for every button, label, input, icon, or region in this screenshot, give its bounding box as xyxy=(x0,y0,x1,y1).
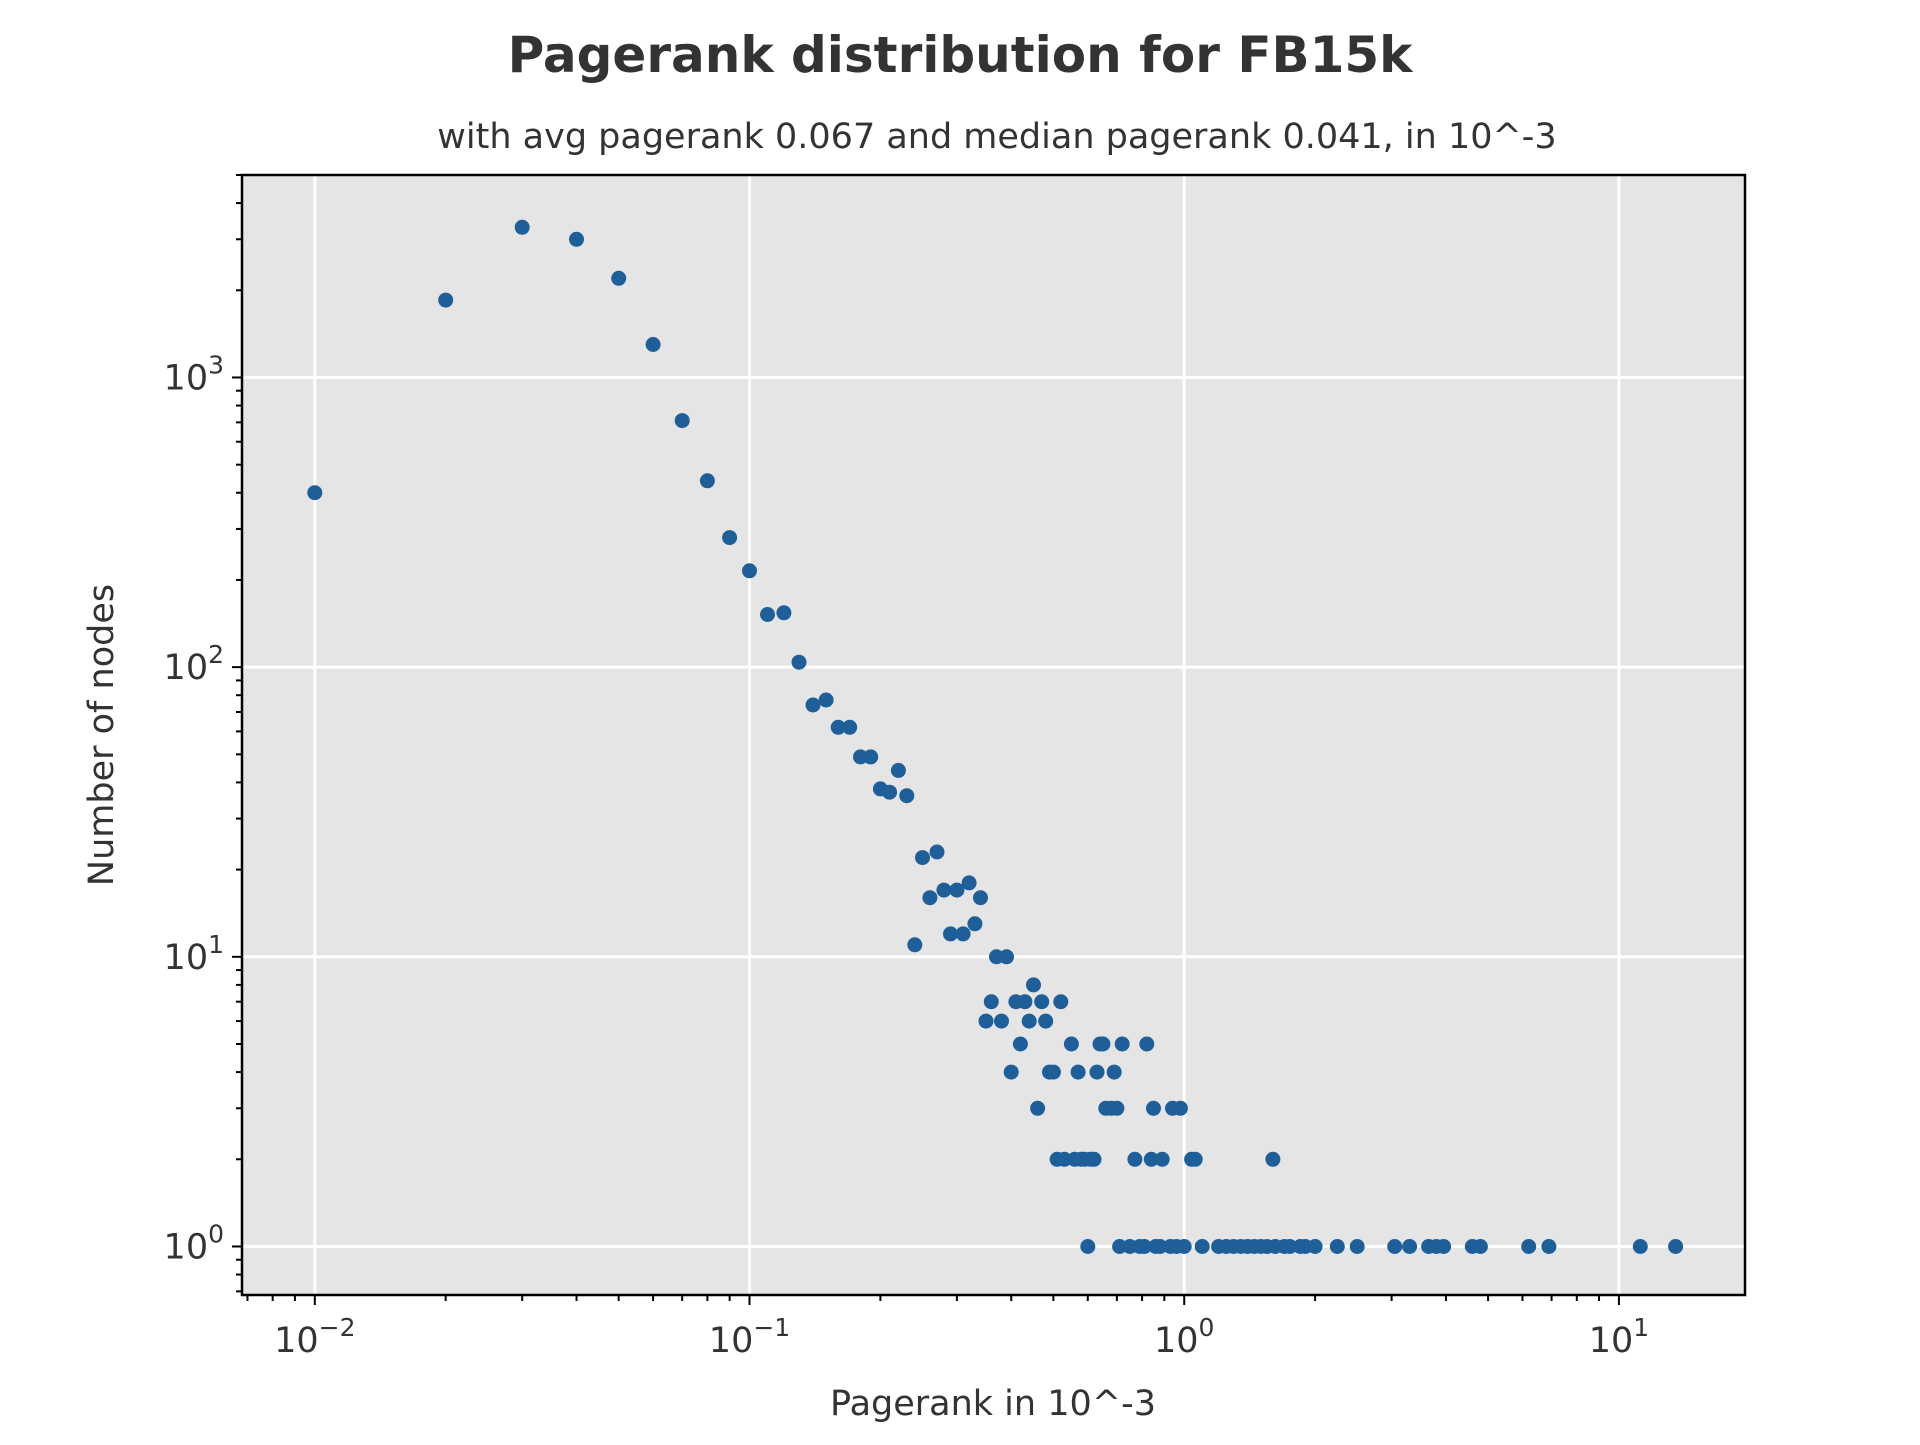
data-point xyxy=(1282,1239,1298,1254)
data-point xyxy=(1026,977,1041,993)
data-point xyxy=(1307,1239,1323,1254)
data-point xyxy=(1109,1100,1125,1116)
data-point xyxy=(907,937,923,953)
data-point xyxy=(1017,994,1033,1010)
plot-area xyxy=(242,175,1745,1295)
data-point xyxy=(955,926,971,942)
y-tick-label: 101 xyxy=(164,930,224,978)
data-point xyxy=(1139,1036,1155,1052)
data-point xyxy=(983,994,999,1010)
data-point xyxy=(1349,1239,1365,1254)
data-point xyxy=(999,949,1014,965)
data-point xyxy=(1063,1036,1079,1052)
data-point xyxy=(1668,1239,1684,1254)
x-tick-label: 100 xyxy=(1154,1313,1214,1361)
data-point xyxy=(438,292,454,308)
x-tick-label: 10−1 xyxy=(709,1313,790,1361)
data-point xyxy=(936,882,952,898)
data-point xyxy=(1176,1239,1192,1254)
data-point xyxy=(842,719,858,735)
data-point xyxy=(818,692,834,708)
y-axis-label: Number of nodes xyxy=(82,584,122,886)
data-point xyxy=(922,890,938,906)
data-point xyxy=(915,850,930,866)
data-point xyxy=(1089,1064,1105,1080)
data-point xyxy=(1521,1239,1537,1254)
chart-subtitle: with avg pagerank 0.067 and median pager… xyxy=(437,117,1556,157)
data-point xyxy=(1541,1239,1557,1254)
x-tick-label: 101 xyxy=(1589,1313,1649,1361)
data-point xyxy=(1038,1013,1054,1029)
data-point xyxy=(830,719,846,735)
data-point xyxy=(1030,1100,1046,1116)
x-axis-label: Pagerank in 10^-3 xyxy=(830,1384,1156,1424)
data-point xyxy=(569,231,584,247)
data-point xyxy=(1402,1239,1418,1254)
data-point xyxy=(1106,1064,1122,1080)
data-point xyxy=(1034,994,1050,1010)
data-point xyxy=(674,413,690,429)
data-point xyxy=(943,926,958,942)
axis-ticks: 10−2 10−1 100 101 100 101 102 103 xyxy=(164,174,1649,1361)
data-point xyxy=(722,530,738,546)
data-point xyxy=(1070,1064,1086,1080)
data-point xyxy=(1632,1239,1648,1254)
data-point xyxy=(1056,1151,1072,1167)
data-point xyxy=(1472,1239,1488,1254)
y-tick-label: 102 xyxy=(164,640,224,688)
data-point xyxy=(699,473,715,489)
data-point xyxy=(1187,1151,1203,1167)
axes-frame xyxy=(240,173,1747,1297)
data-point xyxy=(949,882,965,898)
data-point xyxy=(967,916,983,932)
data-point xyxy=(1436,1239,1452,1254)
data-point xyxy=(1143,1151,1159,1167)
data-point xyxy=(645,337,661,352)
data-point xyxy=(1012,1036,1028,1052)
data-point xyxy=(961,875,977,891)
data-point xyxy=(1112,1239,1128,1254)
data-point xyxy=(882,784,898,800)
y-tick-label: 100 xyxy=(164,1219,224,1267)
data-point xyxy=(899,788,915,804)
chart-title: Pagerank distribution for FB15k xyxy=(508,26,1415,84)
data-point xyxy=(1114,1036,1130,1052)
data-point xyxy=(978,1013,994,1029)
data-point xyxy=(929,844,945,860)
data-point xyxy=(1045,1064,1061,1080)
data-point xyxy=(1136,1239,1152,1254)
data-point xyxy=(1095,1036,1111,1052)
data-point xyxy=(1329,1239,1345,1254)
data-point xyxy=(1003,1064,1019,1080)
data-point xyxy=(514,219,530,235)
data-point xyxy=(805,697,821,713)
data-point xyxy=(1387,1239,1403,1254)
data-point xyxy=(1152,1239,1168,1254)
data-point xyxy=(611,270,627,286)
data-point xyxy=(863,749,879,765)
data-point xyxy=(890,762,906,778)
data-point xyxy=(1021,1013,1037,1029)
data-point xyxy=(307,485,323,501)
data-point xyxy=(994,1013,1009,1029)
data-point xyxy=(1127,1151,1143,1167)
data-point xyxy=(1194,1239,1210,1254)
data-point xyxy=(760,607,775,622)
data-point xyxy=(1154,1151,1170,1167)
data-point xyxy=(1080,1239,1096,1254)
data-point xyxy=(973,890,988,906)
data-point xyxy=(1265,1151,1281,1167)
data-point xyxy=(1053,994,1069,1010)
y-tick-label: 103 xyxy=(164,350,224,398)
data-point xyxy=(1172,1100,1188,1116)
x-tick-label: 10−2 xyxy=(274,1313,355,1361)
data-point xyxy=(1086,1151,1102,1167)
data-point xyxy=(776,605,792,621)
data-point xyxy=(742,563,757,579)
data-point xyxy=(1146,1100,1161,1116)
data-point xyxy=(791,654,807,670)
data-points xyxy=(307,219,1684,1254)
